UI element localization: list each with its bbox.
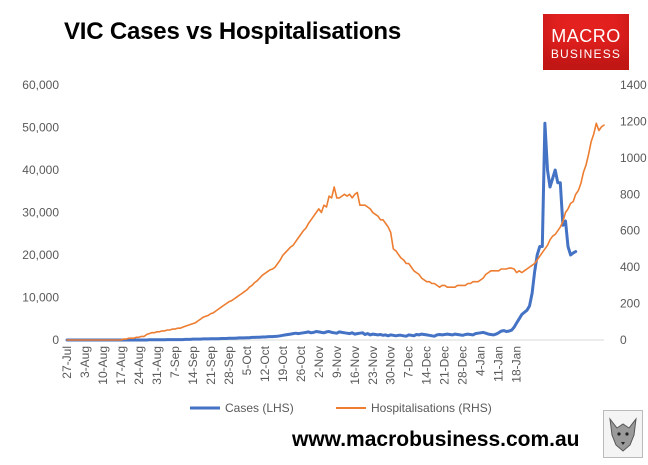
- x-tick-label: 31-Aug: [150, 346, 164, 385]
- y-left-tick-label: 10,000: [22, 291, 59, 305]
- y-left-tick-label: 0: [52, 333, 59, 347]
- y-left-tick-label: 60,000: [22, 78, 59, 92]
- x-tick-label: 7-Dec: [402, 346, 416, 378]
- x-tick-label: 28-Dec: [456, 346, 470, 385]
- x-tick-label: 23-Nov: [366, 346, 380, 385]
- x-axis: 27-Jul 3-Aug 10-Aug 17-Aug 24-Aug 31-Aug 7-Sep…: [60, 345, 524, 384]
- x-tick-label: 7-Sep: [168, 346, 182, 378]
- x-tick-label: 18-Jan: [510, 346, 524, 383]
- chart-title: VIC Cases vs Hospitalisations: [64, 18, 401, 45]
- x-tick-label: 21-Sep: [204, 346, 218, 385]
- cases-series-line: [65, 121, 578, 342]
- y-right-tick-label: 0: [620, 333, 627, 347]
- x-tick-label: 21-Dec: [438, 346, 452, 385]
- y-left-tick-label: 20,000: [22, 248, 59, 262]
- chart-legend: Cases (LHS) Hospitalisations (RHS): [190, 401, 492, 415]
- y-left-tick-label: 50,000: [22, 121, 59, 135]
- x-tick-label: 9-Nov: [330, 346, 344, 378]
- x-tick-label: 12-Oct: [258, 345, 272, 382]
- y-axis-right: 0 200 400 600 800 1000 1200 1400: [620, 78, 647, 347]
- y-right-tick-label: 1400: [620, 78, 647, 92]
- y-right-tick-label: 800: [620, 187, 640, 201]
- hospitalisations-series-line: [66, 122, 605, 341]
- x-tick-label: 4-Jan: [474, 346, 488, 376]
- y-right-tick-label: 600: [620, 224, 640, 238]
- x-tick-label: 11-Jan: [492, 346, 506, 382]
- wolf-logo-icon: [603, 410, 643, 458]
- x-tick-label: 14-Sep: [186, 346, 200, 385]
- x-tick-label: 24-Aug: [132, 346, 146, 385]
- x-tick-label: 30-Nov: [384, 346, 398, 385]
- macrobusiness-logo: MACRO BUSINESS: [543, 14, 629, 70]
- x-tick-label: 19-Oct: [276, 345, 290, 382]
- series-layer: [65, 121, 605, 342]
- x-tick-label: 10-Aug: [96, 346, 110, 385]
- x-tick-label: 5-Oct: [240, 345, 254, 375]
- website-url: www.macrobusiness.com.au: [292, 428, 580, 451]
- legend-cases-label: Cases (LHS): [225, 401, 294, 415]
- x-tick-label: 27-Jul: [60, 346, 74, 379]
- y-left-tick-label: 40,000: [22, 163, 59, 177]
- y-right-tick-label: 1000: [620, 151, 647, 165]
- x-tick-label: 2-Nov: [312, 346, 326, 378]
- legend-hospitalisations-label: Hospitalisations (RHS): [371, 401, 492, 415]
- x-tick-label: 17-Aug: [114, 346, 128, 385]
- y-right-tick-label: 200: [620, 297, 640, 311]
- y-right-tick-label: 400: [620, 260, 640, 274]
- logo-line-2: BUSINESS: [550, 47, 622, 61]
- y-axis-left: 0 10,000 20,000 30,000 40,000 50,000 60,000: [22, 78, 59, 347]
- y-right-tick-label: 1200: [620, 114, 647, 128]
- x-tick-label: 26-Oct: [294, 345, 308, 382]
- x-tick-label: 28-Sep: [222, 346, 236, 385]
- logo-line-1: MACRO: [551, 26, 621, 46]
- x-tick-label: 16-Nov: [348, 346, 362, 385]
- x-tick-label: 14-Dec: [420, 346, 434, 385]
- x-tick-label: 3-Aug: [78, 346, 92, 378]
- y-left-tick-label: 30,000: [22, 206, 59, 220]
